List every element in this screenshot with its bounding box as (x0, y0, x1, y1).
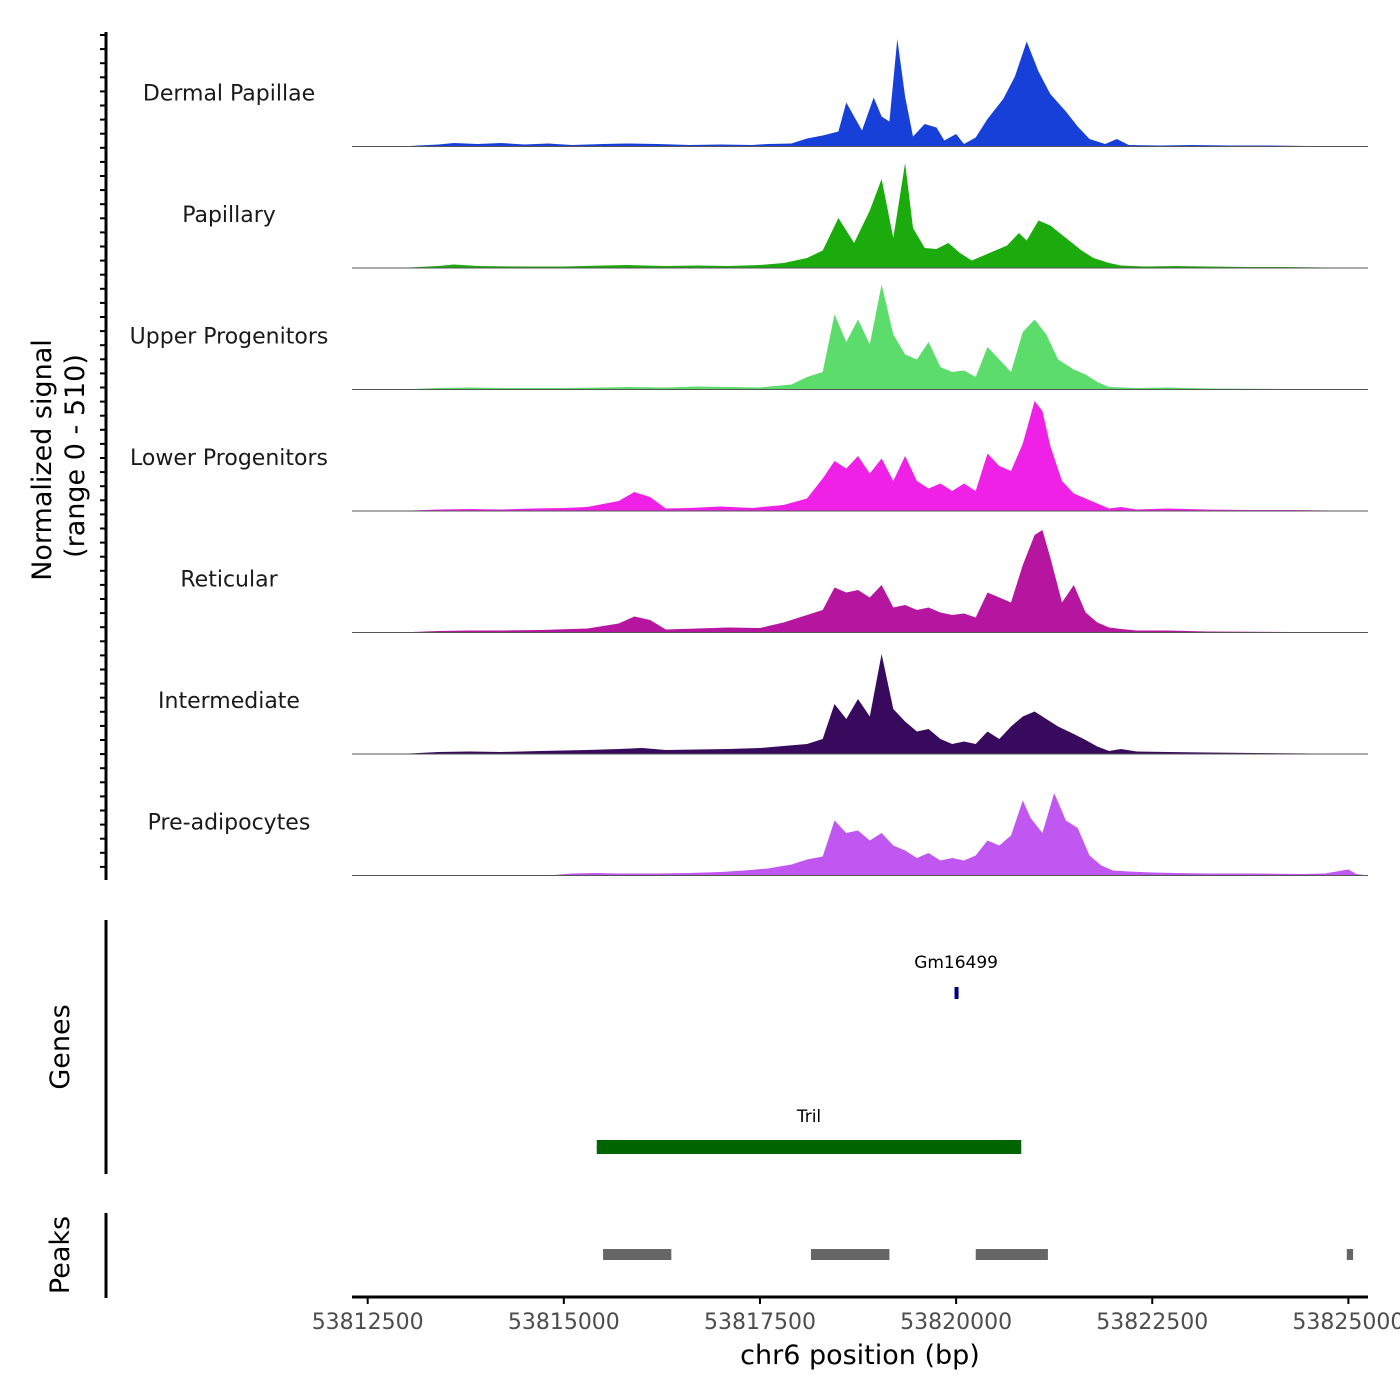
x-tick-label: 53812500 (312, 1310, 424, 1335)
peak (1346, 1249, 1354, 1260)
signal-area (352, 793, 1368, 876)
gene-label: Gm16499 (914, 953, 998, 973)
y-axis-title: Normalized signal (27, 339, 58, 581)
x-tick-label: 53815000 (508, 1310, 620, 1335)
signal-area (352, 401, 1368, 511)
track-label: Papillary (182, 203, 276, 228)
track-label: Intermediate (158, 689, 300, 714)
x-tick-label: 53825000 (1292, 1310, 1400, 1335)
gene-label: Tril (796, 1107, 821, 1127)
peak (975, 1249, 1048, 1260)
track-intermediate: Intermediate (158, 654, 1368, 755)
y-axis-ticks (100, 34, 106, 868)
coverage-tracks: Dermal Papillae Papillary Upper Progenitor… (130, 39, 1368, 876)
signal-area (352, 530, 1368, 633)
genes-track: Gm16499 Tril (596, 953, 1022, 1154)
gene-tril: Tril (596, 1107, 1022, 1154)
signal-area (352, 284, 1368, 390)
track-label: Dermal Papillae (143, 82, 315, 107)
track-label: Lower Progenitors (130, 446, 328, 471)
peak (603, 1249, 672, 1260)
track-reticular: Reticular (180, 530, 1368, 633)
x-tick-label: 53817500 (704, 1310, 816, 1335)
track-upper-progenitors: Upper Progenitors (130, 284, 1368, 390)
peaks-track (603, 1249, 1354, 1260)
track-label: Reticular (180, 568, 278, 593)
x-axis-title: chr6 position (bp) (740, 1340, 980, 1371)
peak (810, 1249, 890, 1260)
track-label: Upper Progenitors (130, 325, 329, 350)
signal-area (352, 654, 1368, 754)
y-axis-range: (range 0 - 510) (60, 354, 91, 558)
x-tick-label: 53820000 (900, 1310, 1012, 1335)
track-pre-adipocytes: Pre-adipocytes (148, 793, 1368, 876)
x-axis-ticks: 53812500 53815000 53817500 53820000 53822500… (312, 1297, 1400, 1335)
signal-area (352, 163, 1368, 268)
genes-track-title: Genes (45, 1004, 76, 1089)
track-label: Pre-adipocytes (148, 811, 311, 836)
signal-area (352, 39, 1368, 147)
track-dermal-papillae: Dermal Papillae (143, 39, 1368, 147)
track-papillary: Papillary (182, 163, 1368, 269)
gene-gm16499: Gm16499 (914, 953, 998, 999)
track-lower-progenitors: Lower Progenitors (130, 401, 1368, 512)
x-tick-label: 53822500 (1096, 1310, 1208, 1335)
peaks-track-title: Peaks (45, 1216, 76, 1294)
